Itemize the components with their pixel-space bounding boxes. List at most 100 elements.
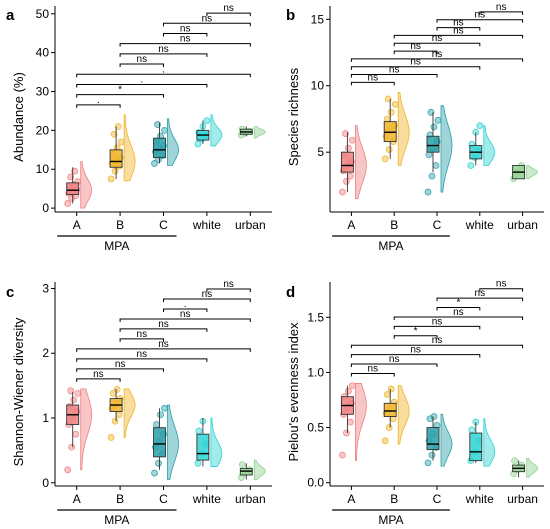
- x-tick-label: A: [73, 492, 81, 506]
- comparison-bracket: *: [76, 85, 164, 98]
- comparison-bracket: ns: [350, 345, 481, 358]
- comparison-bracket: .: [163, 299, 208, 312]
- significance-label: ns: [389, 354, 400, 365]
- data-point: [383, 391, 391, 398]
- group-A: [338, 382, 367, 462]
- bracket-line: [350, 354, 481, 358]
- violin: [167, 404, 179, 480]
- comparison-bracket: ns: [163, 289, 251, 302]
- group-C: [424, 413, 453, 467]
- significance-label: ns: [158, 44, 169, 55]
- panel-letter: d: [286, 284, 295, 301]
- comparison-bracket: ns: [76, 349, 208, 362]
- data-point: [430, 413, 438, 420]
- data-point: [434, 116, 442, 124]
- violin: [123, 114, 136, 182]
- bracket-line: [436, 27, 481, 31]
- data-point: [425, 151, 433, 159]
- y-tick-label: 40: [36, 46, 50, 60]
- bracket-line: [436, 307, 481, 311]
- data-point: [111, 167, 119, 175]
- violin: [397, 91, 410, 166]
- box: [383, 402, 397, 417]
- significance-label: .: [162, 64, 165, 75]
- significance-label: ns: [115, 359, 126, 370]
- significance-label: ns: [496, 2, 507, 13]
- group-label: MPA: [104, 513, 129, 527]
- data-point: [344, 144, 352, 152]
- y-axis-label: Abundance (%): [11, 72, 26, 162]
- bracket-line: [393, 335, 438, 339]
- data-point: [107, 434, 115, 441]
- violin: [483, 418, 496, 467]
- group-urban: [237, 125, 266, 139]
- data-point: [428, 451, 436, 459]
- box: [66, 182, 80, 195]
- y-axis-label: Shannon-Wiener diversity: [11, 317, 26, 466]
- bracket-line: [76, 368, 164, 372]
- x-tick-label: C: [159, 492, 168, 506]
- data-point: [476, 122, 484, 130]
- comparison-bracket: *: [436, 298, 481, 311]
- box: [153, 137, 166, 159]
- y-tick-label: 50: [36, 7, 50, 21]
- significance-label: ns: [368, 72, 379, 83]
- comparison-bracket: ns: [350, 57, 481, 70]
- significance-label: ns: [223, 3, 234, 14]
- comparison-bracket: ns: [206, 3, 251, 17]
- bracket-line: [436, 297, 524, 302]
- y-tick-label: 15: [311, 12, 325, 26]
- x-tick-label: A: [73, 218, 81, 232]
- data-point: [346, 418, 354, 426]
- significance-label: ns: [137, 54, 148, 65]
- bracket-line: [479, 288, 524, 292]
- x-tick-label: A: [347, 492, 355, 506]
- x-tick-label: B: [390, 218, 398, 232]
- comparison-bracket: ns: [479, 279, 524, 292]
- significance-label: ns: [137, 329, 148, 340]
- significance-label: .: [97, 95, 100, 106]
- comparison-bracket: ns: [163, 13, 251, 27]
- comparison-bracket: ns: [119, 54, 164, 68]
- data-point: [115, 411, 123, 419]
- y-tick-label: 0: [42, 476, 49, 490]
- significance-label: ns: [137, 349, 148, 360]
- y-tick-label: 3: [42, 281, 49, 295]
- x-tick-label: C: [159, 218, 168, 232]
- significance-label: ns: [475, 288, 486, 299]
- bracket-line: [436, 19, 524, 23]
- comparison-bracket: ns: [393, 25, 524, 39]
- violin: [80, 161, 93, 209]
- data-point: [155, 459, 162, 467]
- data-point: [67, 173, 75, 181]
- comparison-bracket: ns: [119, 329, 164, 342]
- significance-label: ns: [432, 49, 443, 60]
- box: [340, 151, 354, 173]
- bracket-line: [350, 372, 395, 377]
- violin: [123, 388, 136, 438]
- group-white: [194, 417, 223, 467]
- comparison-bracket: ns: [76, 369, 121, 382]
- significance-label: ns: [202, 289, 213, 300]
- y-tick-label: 20: [36, 123, 50, 137]
- group-label: MPA: [104, 239, 129, 253]
- bracket-line: [206, 12, 251, 17]
- significance-label: ns: [410, 41, 421, 52]
- significance-label: ns: [453, 307, 464, 318]
- box: [426, 135, 440, 153]
- panel-letter: b: [286, 7, 295, 24]
- data-point: [385, 146, 393, 153]
- data-point: [114, 123, 122, 130]
- bracket-line: [76, 94, 164, 98]
- y-tick-label: 30: [36, 85, 50, 99]
- data-point: [348, 136, 356, 144]
- bracket-line: [76, 83, 208, 88]
- significance-label: ns: [223, 279, 234, 290]
- bracket-line: [350, 58, 524, 62]
- significance-label: ns: [496, 279, 507, 290]
- comparison-bracket: ns: [436, 18, 481, 31]
- bracket-line: [393, 34, 524, 39]
- group-urban: [510, 162, 539, 183]
- comparison-bracket: ns: [479, 2, 524, 15]
- violin: [253, 126, 266, 139]
